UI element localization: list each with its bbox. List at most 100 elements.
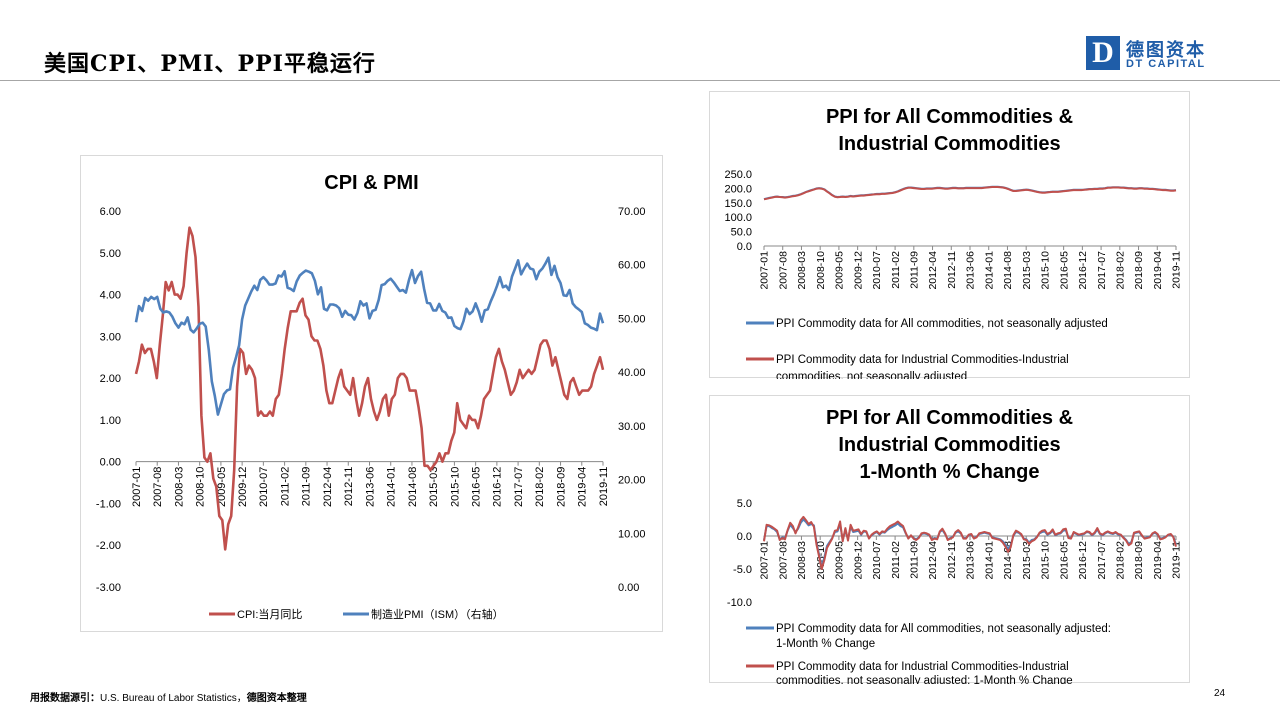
y-left-tick-label: 0.00: [100, 457, 121, 469]
title-divider: [0, 80, 1280, 81]
x-tick-label: 2013-06: [965, 251, 977, 290]
y-left-tick-label: 6.00: [100, 206, 121, 218]
x-tick-label: 2011-02: [279, 467, 291, 507]
legend-label: PPI Commodity data for All commodities, …: [776, 623, 1111, 635]
x-tick-label: 2019-04: [1152, 541, 1164, 580]
x-tick-label: 2018-02: [1115, 541, 1127, 580]
x-tick-label: 2008-03: [173, 467, 185, 507]
x-tick-label: 2016-05: [1058, 251, 1070, 290]
legend-label: PPI Commodity data for All commodities, …: [776, 318, 1108, 330]
x-tick-label: 2014-08: [407, 467, 419, 507]
x-tick-label: 2014-01: [386, 467, 398, 507]
x-tick-label: 2019-04: [1152, 251, 1164, 290]
y-tick-label: -10.0: [727, 597, 752, 609]
y-left-tick-label: 1.00: [100, 415, 121, 427]
y-left-tick-label: 4.00: [100, 290, 121, 302]
x-tick-label: 2008-10: [195, 467, 207, 507]
legend-label-continued: commodities, not seasonally adjusted: 1-…: [776, 675, 1073, 684]
legend-label-continued: 1-Month % Change: [776, 638, 875, 650]
y-tick-label: 0.0: [737, 531, 752, 543]
chart-title-line-1: PPI for All Commodities &: [825, 407, 1074, 429]
x-tick-label: 2018-09: [1133, 541, 1145, 580]
chart-title-line-2: Industrial Commodities: [838, 133, 1061, 155]
page-title: 美国CPI、PMI、PPI平稳运行: [44, 51, 376, 77]
y-left-tick-label: 3.00: [100, 331, 121, 343]
x-tick-label: 2007-01: [759, 251, 771, 290]
x-tick-label: 2012-04: [927, 251, 939, 290]
x-tick-label: 2015-03: [428, 467, 440, 507]
legend-label: PPI Commodity data for Industrial Commod…: [776, 354, 1069, 366]
x-tick-label: 2010-07: [258, 467, 270, 507]
x-tick-label: 2008-03: [796, 541, 808, 580]
x-tick-label: 2011-02: [890, 541, 902, 579]
y-right-tick-label: 50.00: [618, 313, 646, 325]
x-tick-label: 2011-09: [909, 541, 921, 579]
y-tick-label: 5.0: [737, 498, 752, 510]
x-tick-label: 2015-10: [449, 467, 461, 507]
x-tick-label: 2011-02: [890, 251, 902, 289]
ppi-level-chart-panel: PPI for All Commodities & Industrial Com…: [709, 91, 1190, 379]
x-tick-label: 2012-11: [343, 467, 355, 507]
legend-label: 制造业PMI（ISM）（右轴）: [371, 607, 504, 621]
x-tick-label: 2011-09: [909, 251, 921, 289]
x-tick-label: 2015-03: [1021, 541, 1033, 580]
x-tick-label: 2013-06: [965, 541, 977, 580]
x-tick-label: 2009-12: [237, 467, 249, 507]
x-tick-label: 2017-07: [1096, 251, 1108, 290]
x-tick-label: 2010-07: [871, 541, 883, 580]
x-tick-label: 2014-01: [983, 541, 995, 580]
x-tick-label: 2009-05: [216, 467, 228, 507]
y-left-tick-label: -3.00: [96, 582, 121, 594]
logo-mark: D: [1086, 36, 1120, 70]
x-tick-label: 2009-12: [852, 541, 864, 580]
x-tick-label: 2008-10: [815, 251, 827, 290]
x-tick-label: 2018-02: [1115, 251, 1127, 290]
chart-title: CPI & PMI: [324, 172, 419, 194]
x-tick-label: 2017-07: [1096, 541, 1108, 580]
logo-chinese-name: 德图资本: [1126, 40, 1206, 61]
x-tick-label: 2011-09: [301, 467, 313, 507]
ppi-industrial-mom-series-line: [763, 515, 1177, 570]
pmi-series-line: [134, 256, 605, 416]
y-right-tick-label: 10.00: [618, 528, 646, 540]
x-tick-label: 2019-11: [1171, 251, 1183, 289]
y-tick-label: 250.0: [724, 169, 752, 181]
ppi-industrial-series-line: [763, 186, 1177, 201]
source-suffix: 德图资本整理: [246, 693, 307, 704]
x-tick-label: 2018-09: [555, 467, 567, 507]
x-tick-label: 2008-03: [796, 251, 808, 290]
x-tick-label: 2016-12: [1077, 541, 1089, 580]
x-tick-label: 2018-02: [534, 467, 546, 507]
legend-label-continued: commodities, not seasonally adjusted: [776, 371, 967, 379]
x-tick-label: 2013-06: [364, 467, 376, 507]
y-right-tick-label: 70.00: [618, 206, 646, 218]
ppi-level-chart: 250.0 200.0 150.0 100.0 50.0 0.0 2007-01 2007-0…: [724, 169, 1183, 379]
x-tick-label: 2019-11: [1171, 541, 1183, 579]
y-tick-label: 150.0: [724, 198, 752, 210]
source-note: 用报数据源引：U.S. Bureau of Labor Statistics，德…: [30, 689, 307, 704]
x-tick-label: 2009-05: [834, 541, 846, 580]
chart-title-line-1: PPI for All Commodities &: [825, 106, 1074, 128]
cpi-pmi-chart: 6.00 5.00 4.00 3.00 2.00 1.00 0.00 -1.00 -2.00 -3…: [96, 206, 646, 621]
x-tick-label: 2016-12: [1077, 251, 1089, 290]
legend-label: PPI Commodity data for Industrial Commod…: [776, 661, 1069, 673]
y-tick-label: 50.0: [731, 227, 752, 239]
ppi-mom-chart-panel: PPI for All Commodities & Industrial Com…: [709, 395, 1190, 684]
x-tick-label: 2007-01: [759, 541, 771, 580]
y-left-tick-label: 5.00: [100, 248, 121, 260]
cpi-series-line: [134, 226, 605, 551]
y-right-tick-label: 40.00: [618, 367, 646, 379]
x-tick-label: 2016-05: [471, 467, 483, 507]
x-tick-label: 2010-07: [871, 251, 883, 290]
x-tick-label: 2015-03: [1021, 251, 1033, 290]
x-tick-label: 2007-01: [131, 467, 143, 507]
x-tick-label: 2016-12: [492, 467, 504, 507]
x-tick-label: 2018-09: [1133, 251, 1145, 290]
x-tick-label: 2007-08: [152, 467, 164, 507]
x-tick-label: 2012-04: [927, 541, 939, 580]
x-tick-label: 2012-11: [946, 251, 958, 289]
x-tick-label: 2007-08: [777, 251, 789, 290]
x-tick-label: 2009-05: [834, 251, 846, 290]
y-right-tick-label: 60.00: [618, 260, 646, 272]
